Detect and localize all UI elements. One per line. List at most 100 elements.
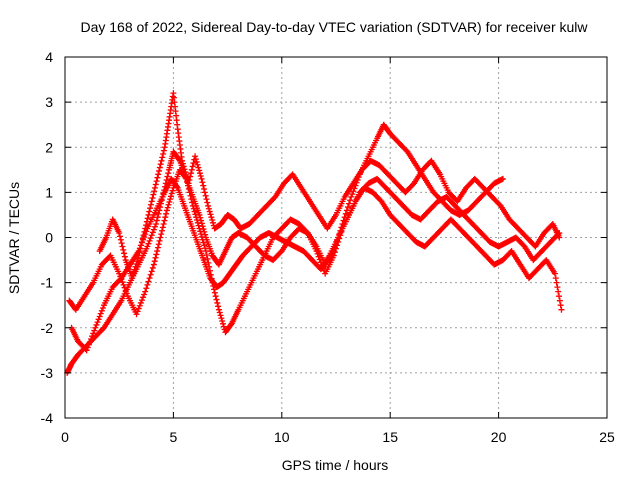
data-point — [130, 272, 137, 279]
data-point — [149, 264, 156, 271]
data-point — [195, 164, 202, 171]
data-point — [136, 302, 143, 309]
y-tick-label: 3 — [45, 94, 53, 110]
data-point — [350, 188, 357, 195]
data-point — [134, 255, 141, 262]
data-point — [97, 310, 104, 317]
data-point — [137, 299, 144, 306]
data-point — [144, 281, 151, 288]
y-tick-label: -4 — [41, 410, 54, 426]
data-point — [216, 309, 223, 316]
data-point — [214, 299, 221, 306]
data-point — [146, 237, 153, 244]
y-axis-label: SDTVAR / TECUs — [6, 182, 22, 294]
data-point — [143, 222, 150, 229]
data-point — [213, 296, 220, 303]
data-point — [313, 248, 320, 255]
data-point — [93, 321, 100, 328]
data-point — [116, 270, 123, 277]
data-point — [554, 284, 561, 291]
data-point — [201, 242, 208, 249]
data-point — [150, 191, 157, 198]
data-point — [349, 191, 356, 198]
data-point — [162, 214, 169, 221]
data-point — [121, 253, 128, 260]
data-point — [142, 288, 149, 295]
data-point — [196, 170, 203, 177]
data-point — [211, 289, 218, 296]
data-point — [209, 217, 216, 224]
y-tick-label: -2 — [41, 320, 54, 336]
data-point — [160, 151, 167, 158]
data-point — [169, 187, 176, 194]
data-point — [145, 211, 152, 218]
data-point — [161, 217, 168, 224]
data-point — [144, 243, 151, 250]
data-point — [154, 248, 161, 255]
data-point — [144, 215, 151, 222]
data-point — [167, 196, 174, 203]
data-point — [166, 198, 173, 205]
data-point — [138, 239, 145, 246]
data-point — [220, 323, 227, 330]
x-tick-label: 5 — [170, 429, 178, 445]
data-point — [168, 190, 175, 197]
y-tick-label: -3 — [41, 365, 54, 381]
data-point — [165, 201, 172, 208]
data-point — [192, 156, 199, 163]
data-point — [158, 231, 165, 238]
data-point — [499, 175, 506, 182]
data-point — [120, 246, 127, 253]
data-point — [133, 261, 140, 268]
data-point — [141, 228, 148, 235]
data-point — [119, 243, 126, 250]
data-point — [192, 153, 199, 160]
data-point — [129, 275, 136, 282]
chart-title: Day 168 of 2022, Sidereal Day-to-day VTE… — [80, 19, 588, 35]
data-point — [135, 252, 142, 259]
data-point — [85, 341, 92, 348]
data-point — [137, 245, 144, 252]
data-point — [557, 302, 564, 309]
data-point — [151, 184, 158, 191]
data-point — [219, 317, 226, 324]
data-point — [117, 233, 124, 240]
data-point — [157, 161, 164, 168]
data-point — [315, 253, 322, 260]
data-point — [212, 293, 219, 300]
data-point — [149, 195, 156, 202]
data-point — [159, 154, 166, 161]
data-point — [164, 173, 171, 180]
data-point — [118, 240, 125, 247]
data-point — [188, 170, 195, 177]
data-point — [148, 268, 155, 275]
data-point — [205, 202, 212, 209]
data-point — [155, 241, 162, 248]
data-point — [193, 158, 200, 165]
data-point — [555, 288, 562, 295]
data-point — [145, 278, 152, 285]
data-point — [156, 237, 163, 244]
data-point — [185, 180, 192, 187]
data-point — [179, 160, 186, 167]
data-point — [190, 160, 197, 167]
data-point — [117, 236, 124, 243]
data-point — [91, 327, 98, 334]
data-point — [204, 199, 211, 206]
data-point — [189, 163, 196, 170]
data-point — [138, 297, 145, 304]
data-point — [198, 217, 205, 224]
data-point — [556, 293, 563, 300]
data-point — [122, 287, 129, 294]
data-point — [123, 290, 130, 297]
data-point — [201, 185, 208, 192]
data-point — [159, 224, 166, 231]
data-point — [199, 179, 206, 186]
y-tick-label: 0 — [45, 230, 53, 246]
data-point — [203, 196, 210, 203]
data-point — [153, 217, 160, 224]
data-point — [347, 197, 354, 204]
data-point — [135, 305, 142, 312]
data-point — [99, 305, 106, 312]
